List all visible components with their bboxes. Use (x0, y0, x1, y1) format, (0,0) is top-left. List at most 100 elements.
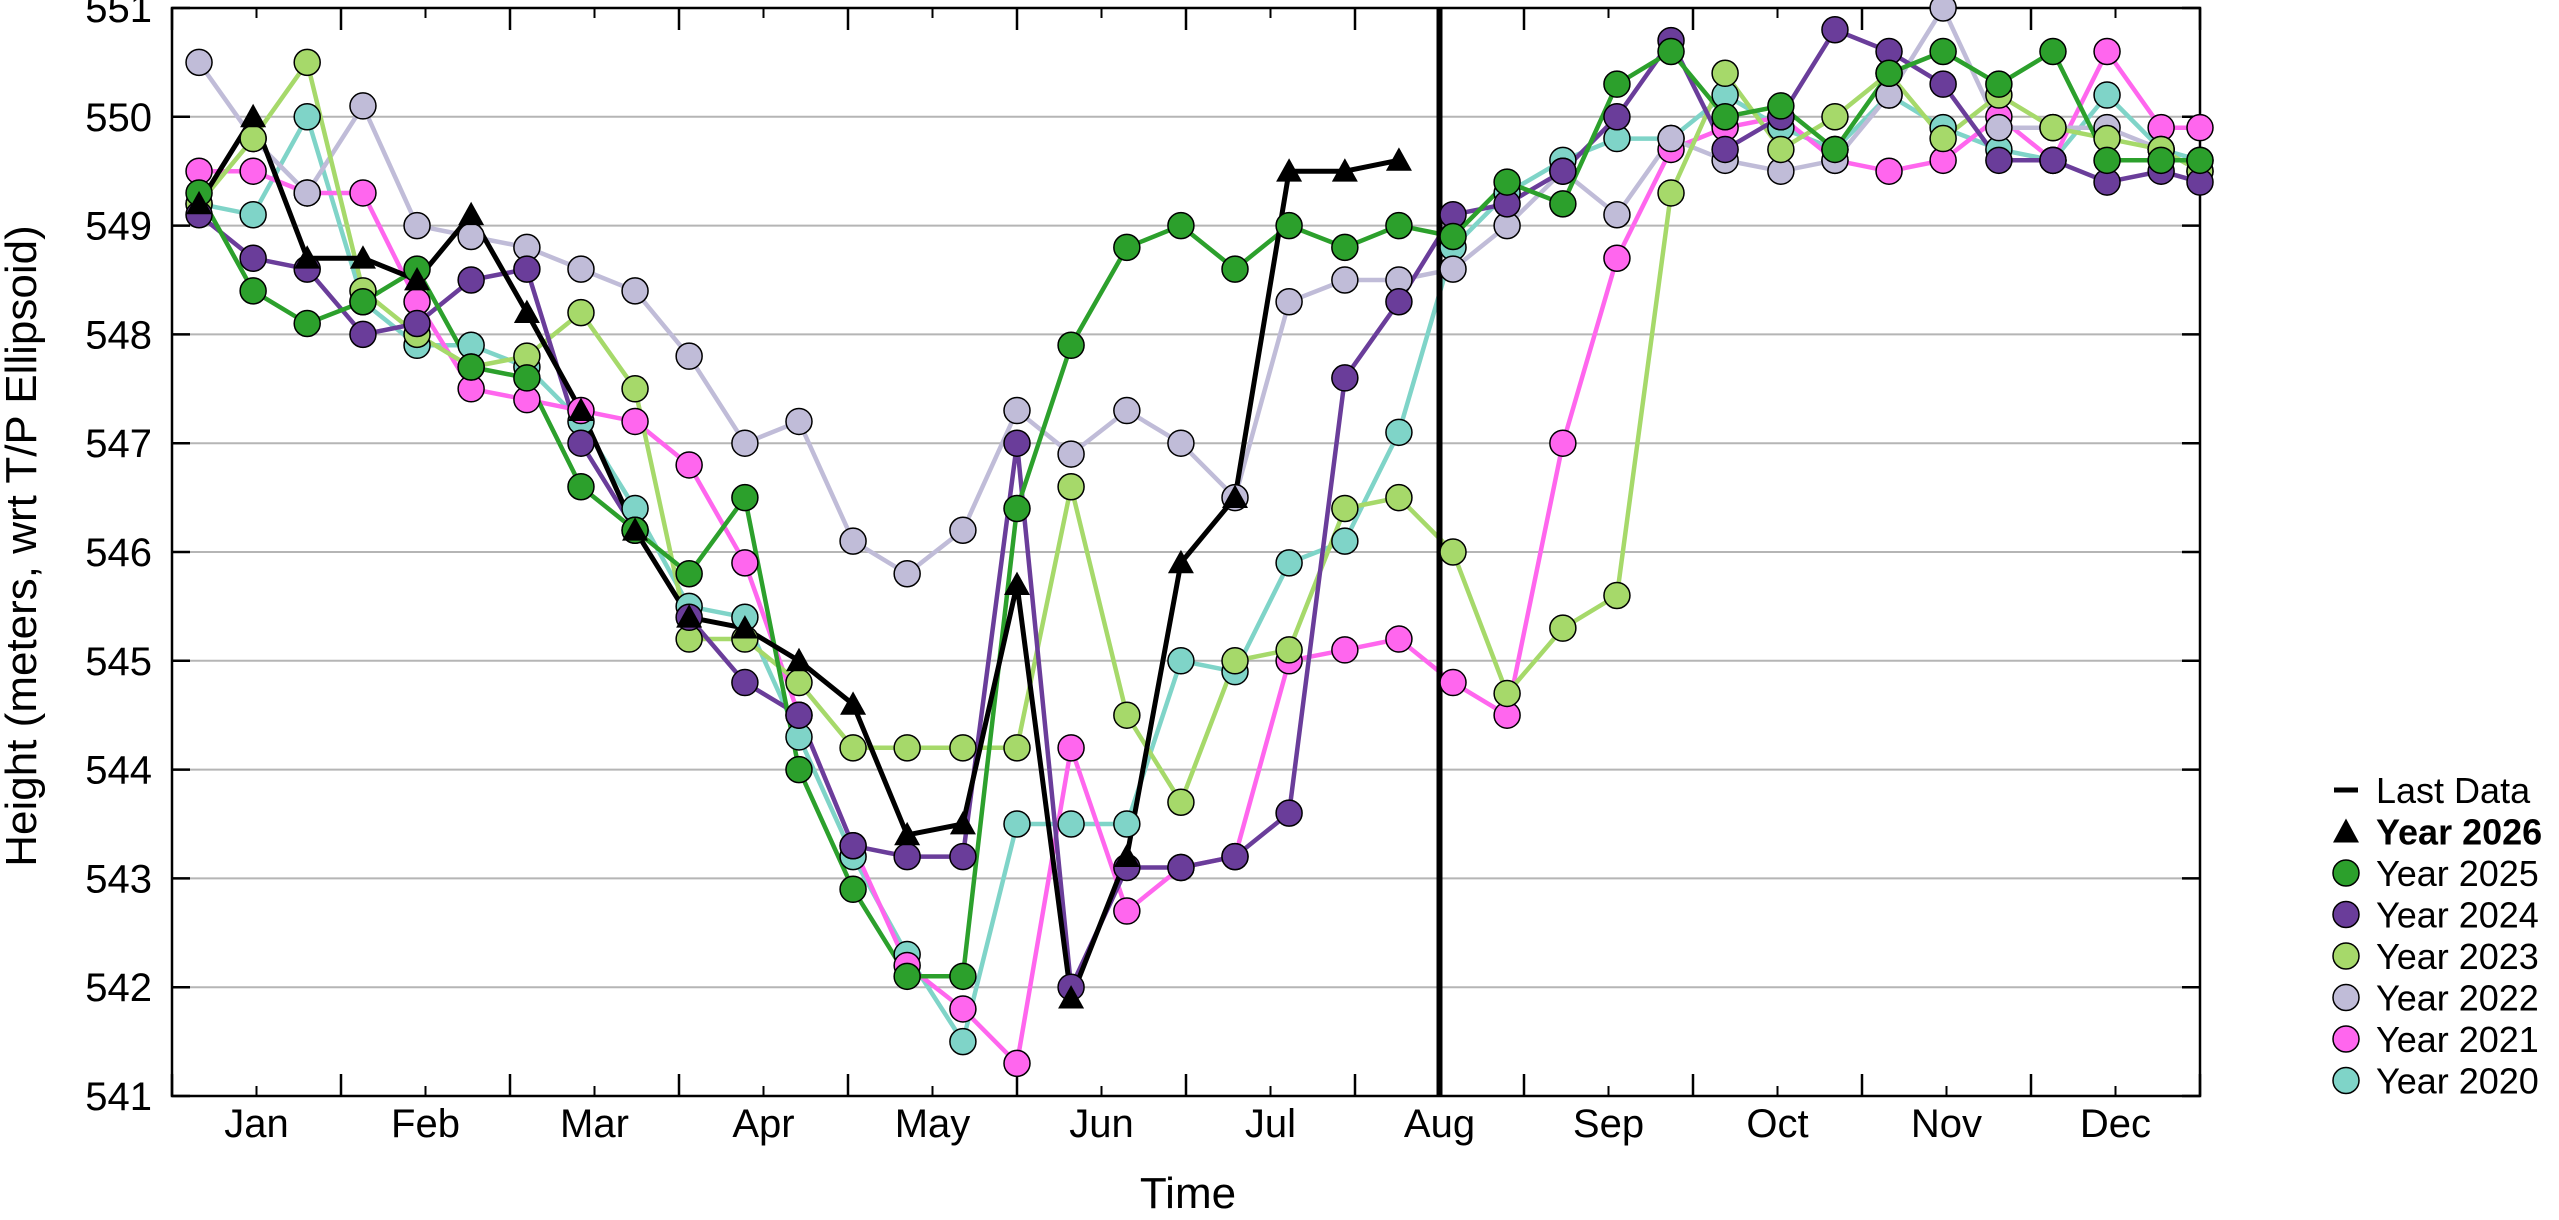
data-point (1711, 135, 1739, 164)
data-point (949, 962, 977, 991)
data-point (1385, 211, 1413, 240)
data-point (513, 364, 541, 392)
data-point (1549, 429, 1577, 457)
data-point (1275, 636, 1303, 664)
data-point (567, 472, 595, 501)
data-point (1657, 124, 1685, 153)
data-point (1657, 179, 1685, 207)
data-point (1331, 233, 1359, 262)
data-point (1549, 190, 1577, 218)
data-point (1331, 636, 1359, 664)
data-point (675, 560, 703, 588)
data-point (1985, 113, 2013, 142)
y-tick-label: 549 (85, 205, 152, 249)
legend-label: Year 2023 (2376, 936, 2539, 977)
data-point (1549, 157, 1577, 185)
data-point (1167, 429, 1195, 457)
data-point (349, 288, 377, 316)
legend-marker-circle (2332, 900, 2360, 929)
data-point (239, 157, 267, 185)
data-point (2093, 37, 2121, 66)
y-tick-label: 544 (85, 749, 152, 793)
data-point (1003, 494, 1031, 523)
data-point (567, 255, 595, 283)
data-point (567, 429, 595, 457)
y-tick-label: 551 (85, 0, 152, 31)
data-point (893, 560, 921, 588)
legend-label: Year 2026 (2376, 812, 2542, 853)
data-point (1003, 429, 1031, 457)
data-point (785, 668, 813, 697)
data-point (239, 244, 267, 272)
month-label: Sep (1573, 1102, 1644, 1146)
data-point (185, 48, 213, 77)
data-point-triangle (458, 201, 485, 226)
data-point (1603, 103, 1631, 131)
data-point (1711, 59, 1739, 88)
data-point (293, 309, 321, 338)
data-point (621, 375, 649, 403)
legend-label: Year 2024 (2376, 895, 2539, 936)
data-point (1003, 734, 1031, 762)
data-point (731, 549, 759, 577)
data-point-triangle (731, 615, 758, 639)
data-point (839, 527, 867, 555)
data-point (1057, 810, 1085, 838)
data-point (1493, 168, 1521, 196)
data-point (1875, 59, 1903, 88)
data-point (1439, 255, 1467, 283)
data-point (1221, 647, 1249, 675)
month-label: Mar (560, 1102, 629, 1146)
data-point (1603, 70, 1631, 98)
data-point (1275, 211, 1303, 240)
data-point (1385, 418, 1413, 447)
data-point-triangle (513, 299, 540, 324)
data-point (1549, 614, 1577, 642)
data-point (349, 92, 377, 120)
data-point (2039, 37, 2067, 66)
y-tick-label: 541 (85, 1075, 152, 1119)
data-point (2039, 146, 2067, 175)
data-point (893, 842, 921, 871)
data-point (839, 734, 867, 762)
data-point (1167, 211, 1195, 240)
data-point (1331, 527, 1359, 555)
series-line (197, 49, 2200, 979)
legend-marker-circle (2332, 1066, 2360, 1095)
data-point (1821, 16, 1849, 44)
y-tick-label: 550 (85, 96, 152, 140)
month-label: Dec (2080, 1102, 2151, 1146)
month-label: Feb (391, 1102, 460, 1146)
data-point (1331, 494, 1359, 523)
data-point-triangle (404, 267, 431, 291)
data-point (675, 342, 703, 370)
data-point (1331, 364, 1359, 392)
data-point (2039, 113, 2067, 142)
data-point-triangle (894, 821, 921, 846)
data-point (839, 875, 867, 904)
data-point (731, 483, 759, 512)
axis-ticks: 541 542 543 544 545 546 547 548 549 550 551 Jan Feb M… (85, 0, 2202, 1146)
data-point-triangle (1113, 843, 1140, 868)
data-point (293, 48, 321, 77)
data-point (1985, 146, 2013, 175)
series-line (199, 49, 2200, 1066)
data-point (1221, 255, 1249, 283)
data-point (1167, 647, 1195, 675)
data-point (513, 255, 541, 283)
data-point-triangle (1276, 158, 1303, 182)
data-point (949, 1027, 977, 1056)
data-point-triangle (1167, 549, 1194, 574)
data-point (1603, 200, 1631, 229)
series-line (198, 92, 2201, 1044)
data-point (785, 755, 813, 784)
data-point (1385, 483, 1413, 512)
data-point (1167, 853, 1195, 882)
data-point (1439, 538, 1467, 566)
data-point (731, 429, 759, 457)
data-point (1929, 37, 1957, 66)
data-point (1003, 1049, 1031, 1078)
data-point (1057, 440, 1085, 468)
